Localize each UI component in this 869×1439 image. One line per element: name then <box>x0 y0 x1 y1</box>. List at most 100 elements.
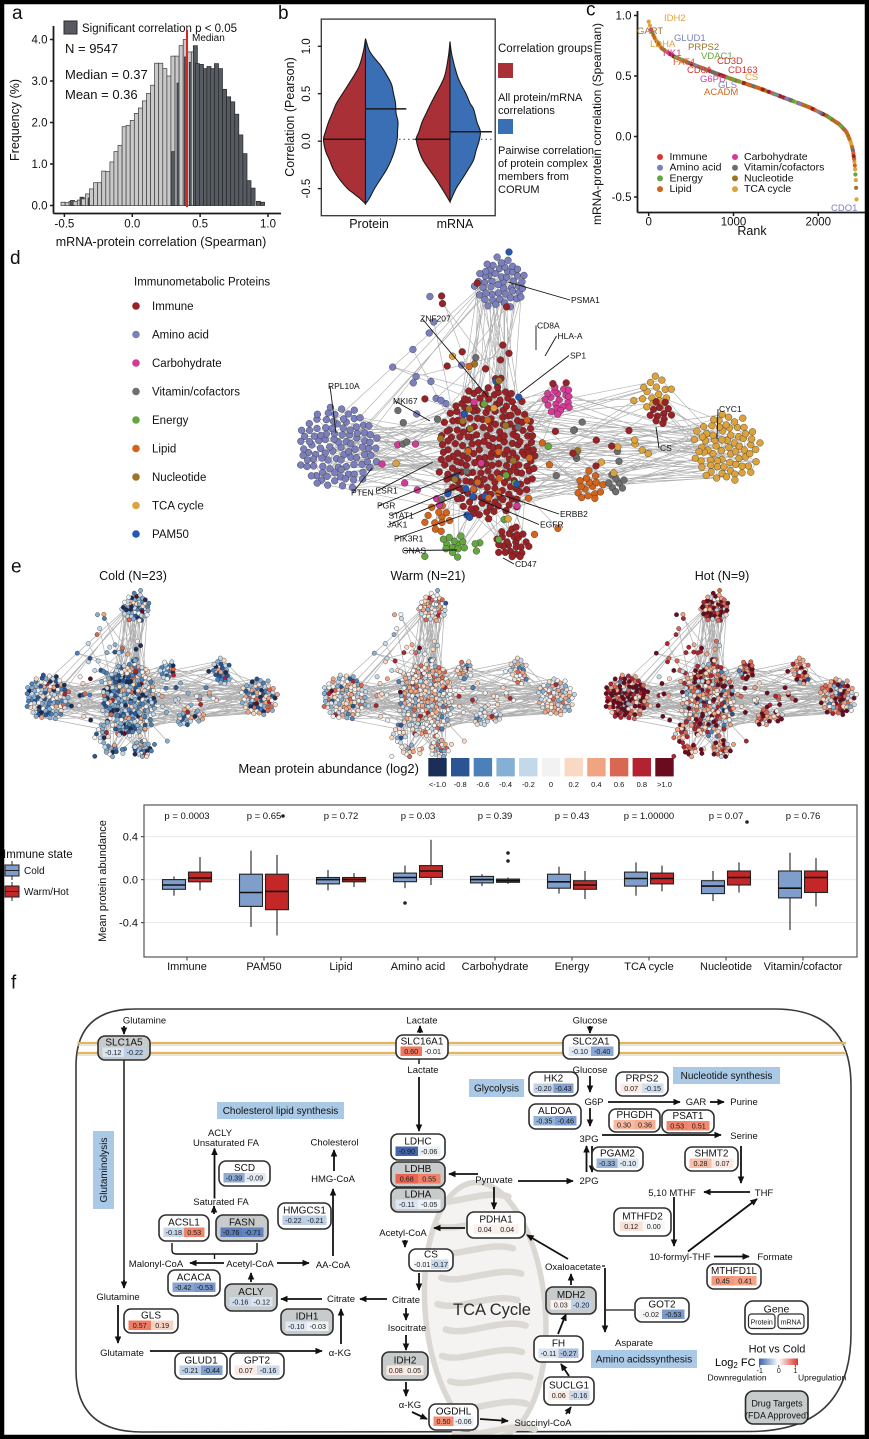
svg-text:Gene: Gene <box>764 1304 790 1316</box>
svg-text:0.36: 0.36 <box>638 1120 652 1129</box>
svg-text:CD3D: CD3D <box>717 56 743 67</box>
svg-text:Glutamate: Glutamate <box>100 1348 144 1359</box>
svg-text:Citrate: Citrate <box>392 1295 420 1306</box>
svg-text:0.8: 0.8 <box>637 780 647 789</box>
svg-text:ESR1: ESR1 <box>376 486 398 496</box>
svg-text:0.45: 0.45 <box>716 1276 730 1285</box>
svg-text:PSAT1: PSAT1 <box>673 1111 704 1122</box>
svg-text:Protein: Protein <box>349 217 389 231</box>
svg-text:p = 0.65: p = 0.65 <box>247 811 282 822</box>
svg-text:0.19: 0.19 <box>155 1321 169 1330</box>
svg-text:Mean protein abundance: Mean protein abundance <box>97 820 109 942</box>
svg-text:-0.17: -0.17 <box>432 1260 448 1269</box>
svg-text:ACLY: ACLY <box>208 1128 233 1139</box>
svg-text:IDH2: IDH2 <box>664 13 686 24</box>
svg-text:0.51: 0.51 <box>692 1121 706 1130</box>
svg-text:AA-CoA: AA-CoA <box>316 1260 351 1271</box>
svg-text:0: 0 <box>645 217 651 229</box>
svg-text:-0.53: -0.53 <box>197 1283 213 1292</box>
svg-text:-0.20: -0.20 <box>535 1084 551 1093</box>
svg-text:0.0: 0.0 <box>124 219 140 231</box>
svg-text:Correlation (Pearson): Correlation (Pearson) <box>283 57 297 177</box>
svg-text:All protein/mRNA: All protein/mRNA <box>498 92 583 104</box>
svg-text:-0.12: -0.12 <box>105 1048 121 1057</box>
svg-text:CYC1: CYC1 <box>719 404 742 414</box>
svg-text:0.05: 0.05 <box>407 1366 421 1375</box>
svg-text:0.5: 0.5 <box>616 71 632 83</box>
svg-text:HMG-CoA: HMG-CoA <box>311 1174 355 1185</box>
svg-text:5,10 MTHF: 5,10 MTHF <box>648 1188 696 1199</box>
svg-text:c: c <box>586 0 596 21</box>
svg-text:Log2 FC: Log2 FC <box>715 1357 756 1370</box>
svg-text:RPL10A: RPL10A <box>328 381 360 391</box>
svg-text:SCD: SCD <box>234 1163 255 1174</box>
svg-text:CDO1: CDO1 <box>831 203 857 214</box>
svg-text:Upregulation: Upregulation <box>798 1373 846 1383</box>
svg-text:Median: Median <box>192 33 225 44</box>
svg-text:HK2: HK2 <box>544 1074 564 1085</box>
svg-text:Glucose: Glucose <box>573 1016 608 1027</box>
svg-text:MTHFD2: MTHFD2 <box>622 1212 663 1223</box>
svg-text:Glutamine: Glutamine <box>123 1016 166 1027</box>
svg-text:-0.40: -0.40 <box>594 1047 610 1056</box>
svg-text:CD163: CD163 <box>728 65 758 76</box>
svg-text:mRNA: mRNA <box>781 1320 802 1327</box>
svg-text:PIK3R1: PIK3R1 <box>394 534 424 544</box>
svg-text:PHGDH: PHGDH <box>616 1110 652 1121</box>
svg-text:GART: GART <box>637 26 663 37</box>
svg-text:p = 0.76: p = 0.76 <box>786 811 821 822</box>
svg-text:Energy: Energy <box>152 415 189 427</box>
svg-text:PSMA1: PSMA1 <box>571 295 600 305</box>
svg-text:<-1.0: <-1.0 <box>429 780 446 789</box>
svg-text:of protein complex: of protein complex <box>498 158 588 170</box>
svg-text:-0.01: -0.01 <box>414 1260 430 1269</box>
svg-text:ACLY: ACLY <box>238 1287 264 1298</box>
svg-text:Purine: Purine <box>730 1097 757 1108</box>
svg-text:members from: members from <box>498 171 569 183</box>
svg-text:0.68: 0.68 <box>400 1174 414 1183</box>
svg-text:PRPS2: PRPS2 <box>688 42 719 53</box>
svg-text:-0.43: -0.43 <box>555 1084 571 1093</box>
svg-text:0.04: 0.04 <box>500 1225 514 1234</box>
svg-text:Nucleotide: Nucleotide <box>700 961 752 973</box>
svg-text:CD8A: CD8A <box>687 65 713 76</box>
svg-text:-0.39: -0.39 <box>226 1173 242 1182</box>
svg-text:0.07: 0.07 <box>624 1084 638 1093</box>
svg-text:GLUD1: GLUD1 <box>184 1356 218 1367</box>
svg-text:Unsaturated FA: Unsaturated FA <box>193 1138 260 1149</box>
svg-text:-0.53: -0.53 <box>665 1310 681 1319</box>
svg-text:0.57: 0.57 <box>133 1321 147 1330</box>
svg-text:Nucleotide: Nucleotide <box>152 472 206 484</box>
svg-text:-0.05: -0.05 <box>421 1200 437 1209</box>
svg-text:LDHC: LDHC <box>404 1137 431 1148</box>
svg-text:3PG: 3PG <box>579 1134 598 1145</box>
svg-text:Mean = 0.36: Mean = 0.36 <box>65 87 138 102</box>
svg-text:Warm (N=21): Warm (N=21) <box>391 569 466 583</box>
svg-text:Glucose: Glucose <box>573 1065 608 1076</box>
svg-text:G6PD: G6PD <box>700 74 726 85</box>
svg-text:Asparate: Asparate <box>615 1338 653 1349</box>
svg-text:Nucleotide: Nucleotide <box>744 172 794 184</box>
svg-text:-0.76: -0.76 <box>223 1228 239 1237</box>
svg-text:FH: FH <box>552 1339 565 1350</box>
svg-text:0.41: 0.41 <box>738 1276 752 1285</box>
svg-text:Acetyl-CoA: Acetyl-CoA <box>379 1228 427 1239</box>
svg-text:-1: -1 <box>757 1368 763 1375</box>
svg-text:p = 0.39: p = 0.39 <box>478 811 513 822</box>
svg-text:Frequency (%): Frequency (%) <box>8 79 22 161</box>
svg-text:Correlation groups: Correlation groups <box>498 43 593 55</box>
svg-text:Cold (N=23): Cold (N=23) <box>99 569 167 583</box>
svg-text:0: 0 <box>549 780 553 789</box>
svg-text:GAR: GAR <box>686 1097 707 1108</box>
svg-text:correlations: correlations <box>498 105 555 117</box>
svg-text:TCA Cycle: TCA Cycle <box>453 1301 531 1319</box>
svg-text:-0.10: -0.10 <box>572 1047 588 1056</box>
svg-text:0.12: 0.12 <box>624 1222 638 1231</box>
svg-text:ACSL1: ACSL1 <box>168 1218 200 1229</box>
svg-text:-0.35: -0.35 <box>536 1116 552 1125</box>
svg-text:SP1: SP1 <box>570 351 586 361</box>
svg-text:JAK1: JAK1 <box>387 520 408 530</box>
svg-text:IDH2: IDH2 <box>394 1356 417 1367</box>
svg-text:0.08: 0.08 <box>389 1366 403 1375</box>
svg-text:FASN: FASN <box>229 1218 255 1229</box>
